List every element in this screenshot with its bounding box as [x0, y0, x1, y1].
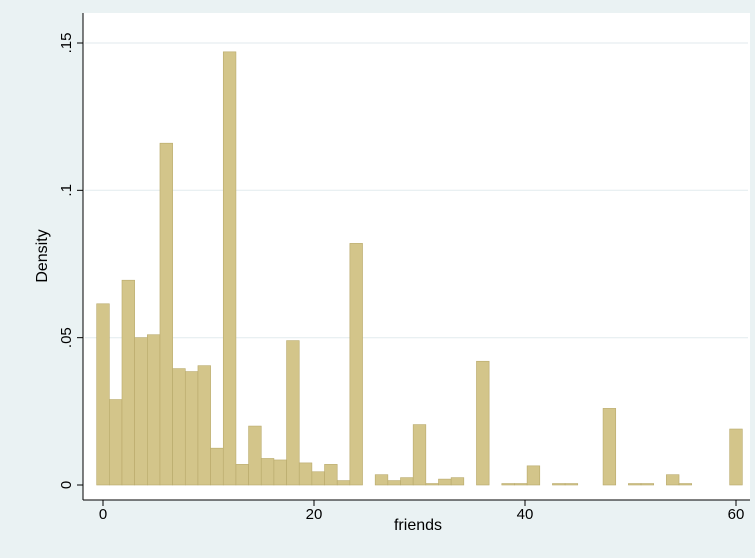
y-axis-title: Density	[34, 229, 51, 282]
x-axis-title: friends	[394, 517, 442, 534]
histogram-bar	[298, 462, 313, 486]
histogram-bar	[640, 483, 655, 486]
histogram-bar	[514, 483, 528, 486]
histogram-bar	[602, 408, 617, 486]
histogram-bar	[260, 458, 275, 486]
histogram-bar	[184, 371, 199, 486]
axes: 0 .05 .1 .15 0 20 40 60	[58, 13, 750, 523]
histogram-bar	[552, 483, 566, 486]
histogram-bar	[134, 337, 148, 486]
histogram-bar	[374, 474, 389, 486]
histogram-bar	[286, 340, 300, 486]
histogram-bar	[628, 483, 642, 486]
histogram-bar	[222, 51, 237, 486]
histogram-bar	[147, 334, 161, 486]
histogram-bar	[526, 465, 541, 486]
histogram-bar	[666, 474, 680, 486]
histogram-bar	[400, 477, 414, 486]
histogram-bar	[336, 480, 351, 486]
histogram-bar	[159, 142, 173, 486]
x-tick-label: 60	[728, 506, 745, 523]
histogram-bar	[96, 303, 110, 486]
histogram-bar	[324, 464, 338, 486]
y-tick-label: .15	[58, 33, 75, 54]
grid-lines	[85, 42, 748, 339]
histogram-bar	[412, 424, 427, 486]
histogram-bars	[96, 51, 743, 486]
histogram-bar	[729, 428, 743, 486]
histogram-bar	[476, 360, 490, 486]
y-tick-label: 0	[58, 481, 75, 489]
x-tick-label: 40	[517, 506, 534, 523]
histogram-bar	[387, 480, 401, 486]
histogram-bar	[248, 425, 262, 486]
x-tick-label: 0	[99, 506, 107, 523]
histogram-bar	[438, 478, 452, 486]
histogram-bar	[109, 399, 123, 486]
x-tick-label: 20	[306, 506, 323, 523]
histogram-bar	[210, 447, 224, 486]
histogram-bar	[311, 471, 325, 486]
histogram-bar	[564, 483, 579, 486]
histogram-bar	[425, 483, 439, 486]
histogram-bar	[501, 483, 515, 486]
histogram-bar	[450, 477, 465, 486]
histogram-bar	[172, 368, 186, 486]
y-tick-label: .1	[58, 184, 75, 197]
histogram-bar	[678, 483, 692, 486]
histogram-bar	[349, 243, 363, 486]
y-tick-label: .05	[58, 327, 75, 348]
histogram-bar	[273, 459, 287, 486]
histogram-bar	[197, 365, 211, 486]
histogram-bar	[235, 464, 249, 486]
histogram-bar	[121, 279, 135, 486]
